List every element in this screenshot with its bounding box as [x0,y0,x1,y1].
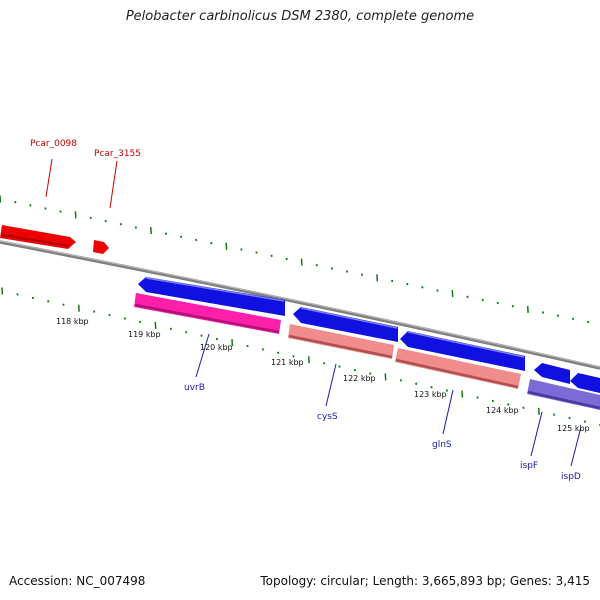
kbp-label-125: 125 kbp [557,424,590,433]
kbp-label-121: 121 kbp [271,358,304,367]
genome-summary-text: Topology: circular; Length: 3,665,893 bp… [260,574,590,588]
kbp-label-123: 123 kbp [414,390,447,399]
feature-ispd-cds[interactable] [570,373,600,393]
feature-ispf-reverse[interactable] [527,379,600,410]
leader-glns [442,389,454,435]
leader-pcar-0098 [45,158,53,198]
accession-text: Accession: NC_007498 [9,574,146,588]
feature-uvrb-reverse[interactable] [134,293,281,334]
map-title: Pelobacter carbinolicus DSM 2380, comple… [125,9,475,24]
leader-ispd [570,426,582,467]
feature-cyss-reverse[interactable] [288,324,394,359]
genome-backbone [0,240,600,370]
kbp-label-118: 118 kbp [56,317,89,326]
feature-ispf-cds[interactable] [534,363,570,384]
feature-pcar-0098[interactable] [0,225,76,249]
feature-glns-reverse[interactable] [395,348,521,389]
kbp-label-119: 119 kbp [128,330,161,339]
inner-tick-marks [1,287,600,427]
kbp-label-122: 122 kbp [343,374,376,383]
label-pcar-0098: Pcar_0098 [30,139,77,149]
label-uvrb: uvrB [184,383,205,393]
feature-glns-cds[interactable] [400,331,525,371]
genome-backbone-highlight [0,240,600,368]
feature-uvrb-cds[interactable] [138,277,285,316]
label-pcar-3155: Pcar_3155 [94,149,141,159]
kbp-label-124: 124 kbp [486,406,519,415]
leader-cyss [325,363,337,407]
label-ispd: ispD [561,472,581,482]
label-glns: glnS [432,440,452,450]
kbp-label-120: 120 kbp [200,343,233,352]
leader-uvrb [195,333,210,378]
feature-pcar-3155[interactable] [93,240,109,254]
label-cyss: cysS [317,412,338,422]
outer-tick-marks [0,195,590,324]
label-ispf: ispF [520,461,538,471]
feature-cyss-cds[interactable] [293,307,398,342]
leader-pcar-3155 [109,160,118,209]
leader-ispf [530,411,543,457]
